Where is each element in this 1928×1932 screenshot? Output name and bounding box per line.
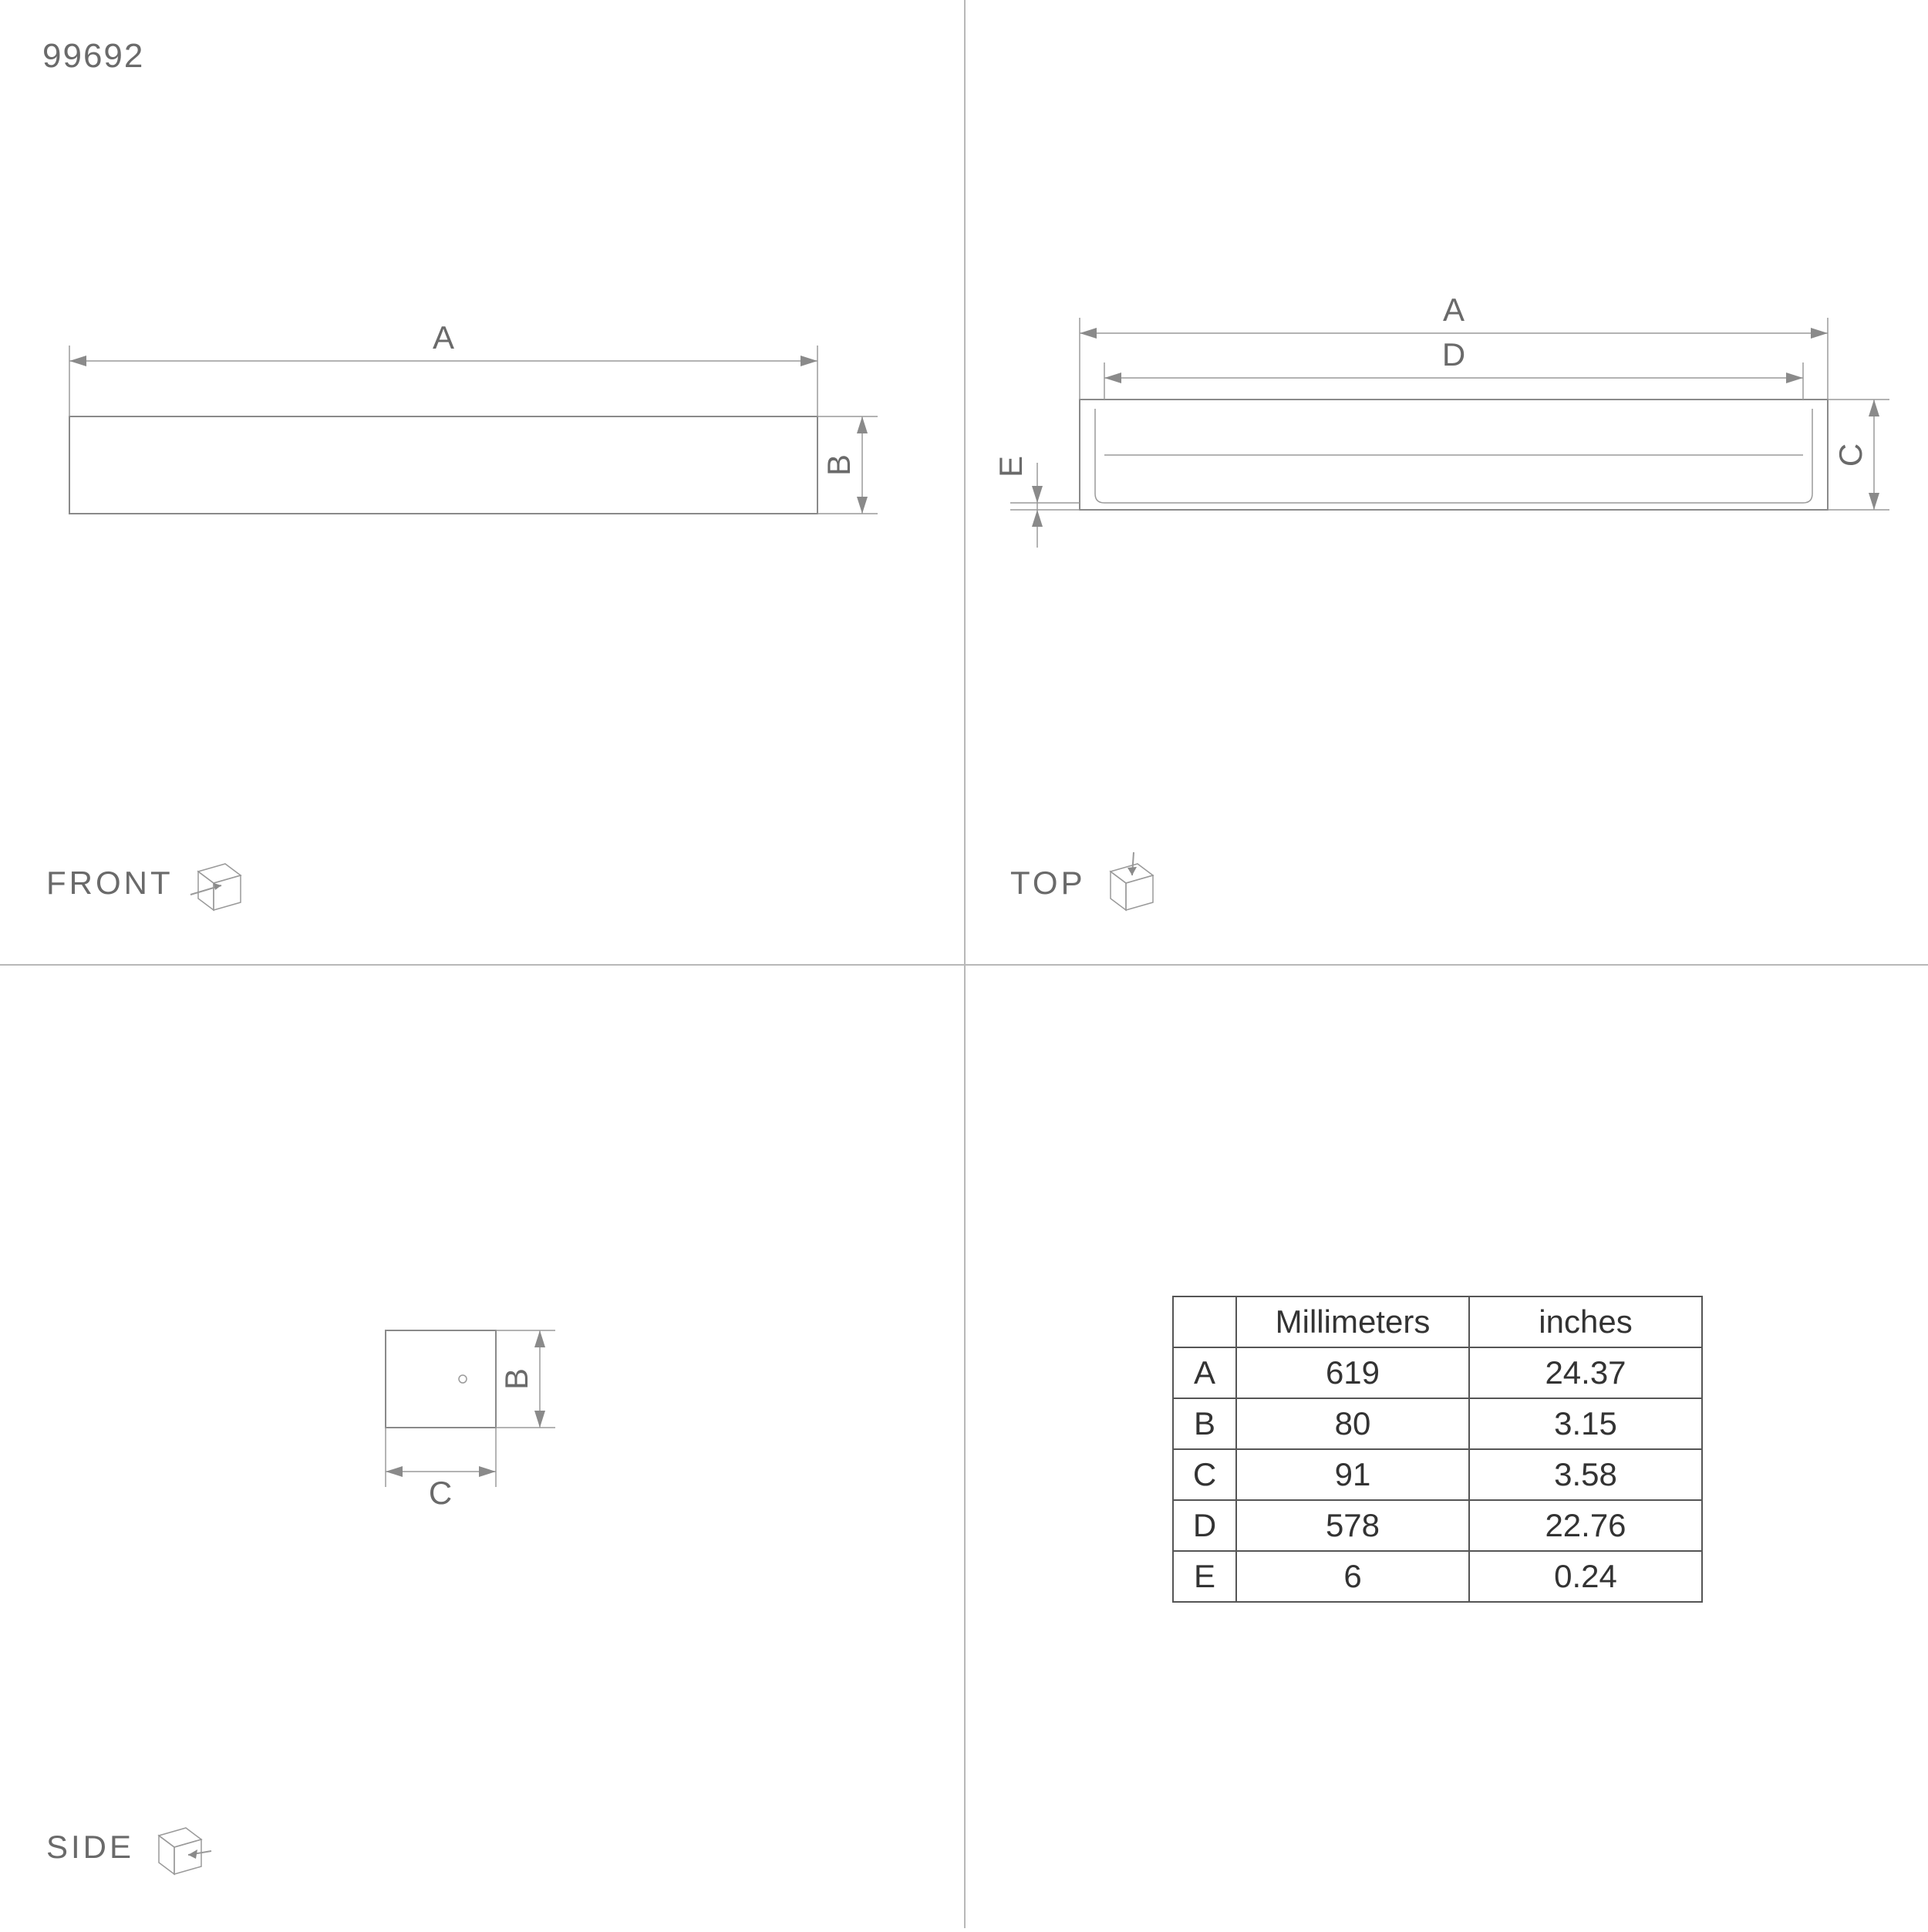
front-view-label: FRONT: [46, 848, 252, 918]
cell-in: 3.58: [1469, 1449, 1702, 1500]
table-row: A 619 24.37: [1173, 1347, 1702, 1398]
side-view-label: SIDE: [46, 1812, 213, 1882]
panel-table: Millimeters inches A 619 24.37 B 80 3.15…: [964, 964, 1928, 1928]
cell-key: B: [1173, 1398, 1236, 1449]
svg-text:C: C: [429, 1475, 452, 1511]
top-view-drawing: A D C: [964, 0, 1928, 964]
svg-text:E: E: [993, 456, 1029, 477]
table-row: E 6 0.24: [1173, 1551, 1702, 1602]
panel-top: A D C: [964, 0, 1928, 964]
svg-text:D: D: [1442, 336, 1465, 373]
side-view-drawing: B C: [0, 964, 964, 1928]
dim-E: E: [993, 456, 1080, 548]
view-label-text: SIDE: [46, 1829, 134, 1866]
table-row: C 91 3.58: [1173, 1449, 1702, 1500]
cube-front-icon: [183, 848, 252, 918]
dim-C-side: C: [386, 1428, 496, 1511]
svg-text:C: C: [1832, 443, 1869, 467]
cell-key: A: [1173, 1347, 1236, 1398]
header-mm: Millimeters: [1236, 1296, 1469, 1347]
dim-D: D: [1104, 336, 1803, 400]
cell-in: 3.15: [1469, 1398, 1702, 1449]
header-in: inches: [1469, 1296, 1702, 1347]
cell-in: 0.24: [1469, 1551, 1702, 1602]
view-label-text: FRONT: [46, 865, 174, 902]
cell-key: C: [1173, 1449, 1236, 1500]
panel-side: B C SIDE: [0, 964, 964, 1928]
cell-in: 22.76: [1469, 1500, 1702, 1551]
dim-B: B: [817, 416, 878, 514]
table-row: B 80 3.15: [1173, 1398, 1702, 1449]
cell-mm: 578: [1236, 1500, 1469, 1551]
front-view-drawing: A B: [0, 0, 964, 964]
cell-mm: 619: [1236, 1347, 1469, 1398]
cell-key: E: [1173, 1551, 1236, 1602]
svg-text:A: A: [1443, 292, 1465, 328]
panel-front: A B FRONT: [0, 0, 964, 964]
technical-drawing: 99692 A B: [0, 0, 1928, 1928]
table-row: D 578 22.76: [1173, 1500, 1702, 1551]
cell-mm: 91: [1236, 1449, 1469, 1500]
dimensions-table: Millimeters inches A 619 24.37 B 80 3.15…: [1172, 1296, 1703, 1603]
top-view-label: TOP: [1010, 848, 1165, 918]
cell-mm: 6: [1236, 1551, 1469, 1602]
cube-side-icon: [143, 1812, 213, 1882]
svg-text:B: B: [821, 454, 857, 476]
dim-C: C: [1828, 400, 1889, 510]
dim-A: A: [69, 319, 817, 416]
dim-B-side: B: [496, 1330, 555, 1428]
svg-text:B: B: [498, 1368, 534, 1390]
table-header-row: Millimeters inches: [1173, 1296, 1702, 1347]
cell-key: D: [1173, 1500, 1236, 1551]
cube-top-icon: [1095, 848, 1165, 918]
view-label-text: TOP: [1010, 865, 1086, 902]
header-blank: [1173, 1296, 1236, 1347]
cell-in: 24.37: [1469, 1347, 1702, 1398]
cell-mm: 80: [1236, 1398, 1469, 1449]
svg-text:A: A: [433, 319, 454, 356]
